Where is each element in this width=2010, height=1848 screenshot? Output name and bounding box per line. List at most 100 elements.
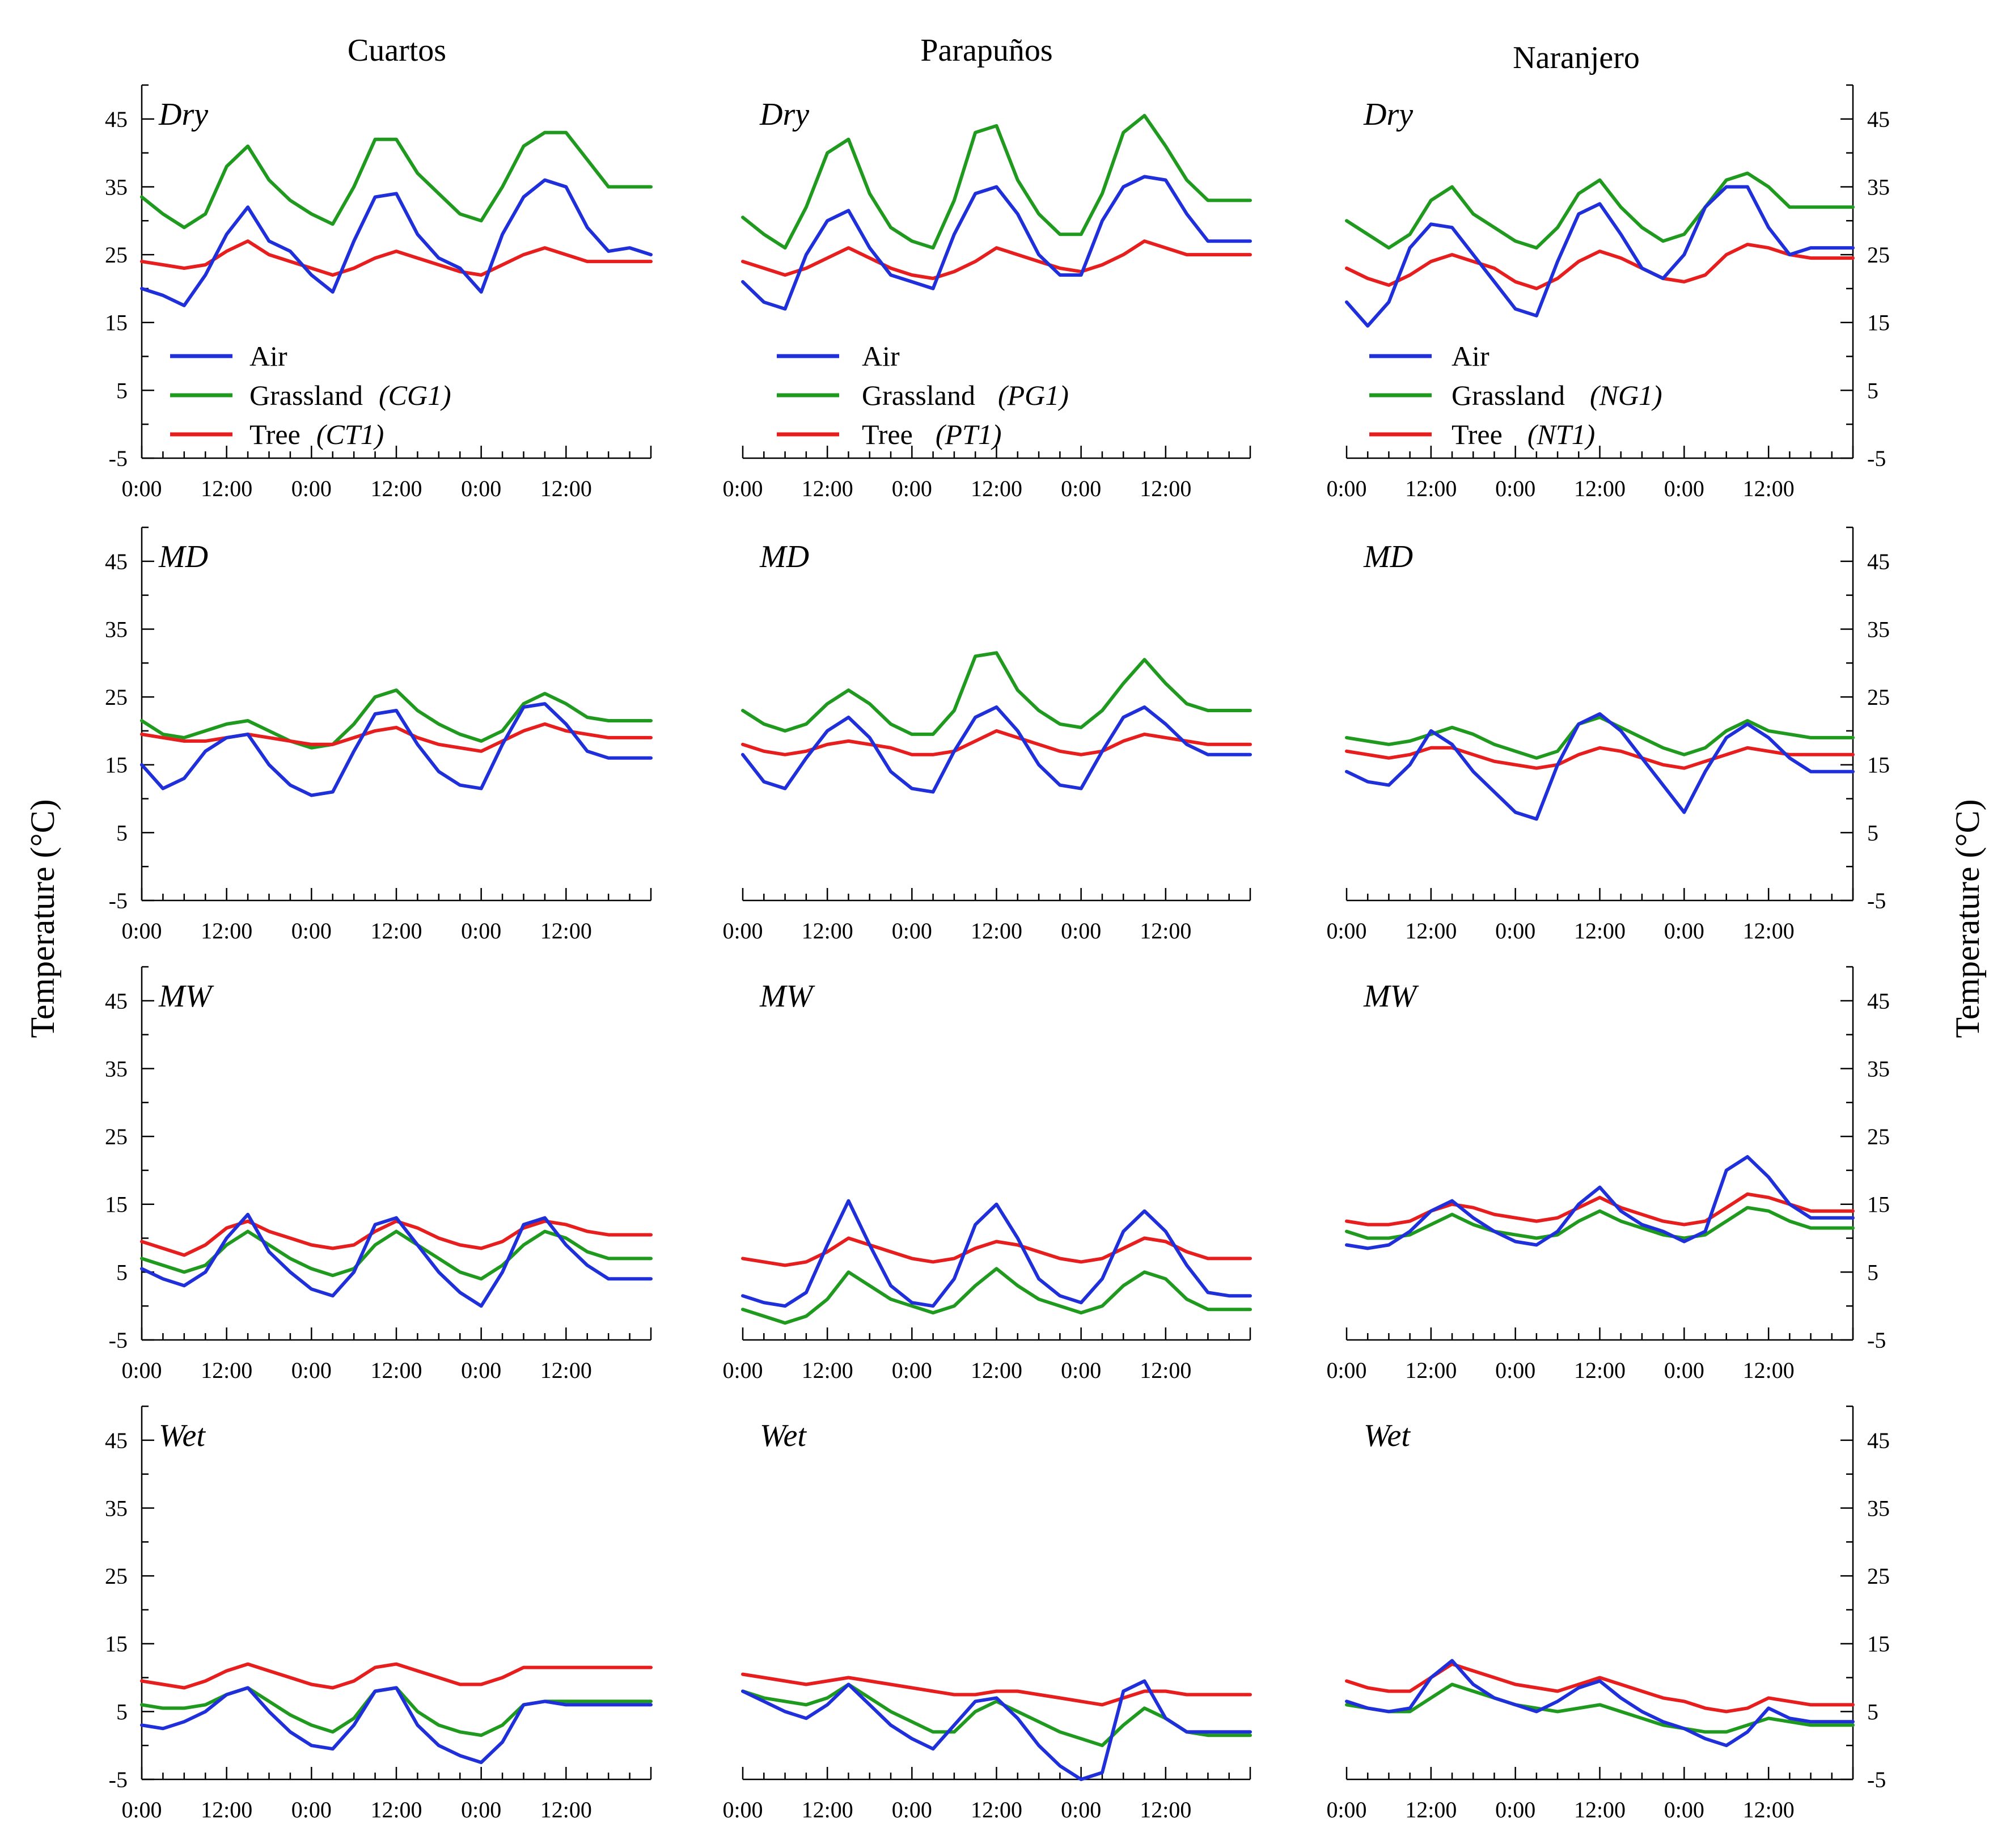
panel-naranjero-md: 0:00 12:00 0:00 12:00 0:00 12:00 45 35 25 15 5 -5 MD xyxy=(1326,526,1890,944)
x-tick-label: 12:00 xyxy=(971,476,1022,501)
x-tick-label: 12:00 xyxy=(540,918,592,944)
season-label: Dry xyxy=(158,97,208,132)
y-tick-label: -5 xyxy=(1867,446,1886,471)
y-tick-label: 15 xyxy=(1867,310,1890,336)
x-tick-label: 0:00 xyxy=(461,1797,501,1822)
x-tick-label: 0:00 xyxy=(461,918,501,944)
legend-grassland-name: Grassland xyxy=(862,379,975,411)
x-tick-label: 0:00 xyxy=(1495,1358,1535,1383)
series-line-air xyxy=(741,175,1252,311)
x-tick-label: 12:00 xyxy=(1140,1358,1191,1383)
series-line-air xyxy=(1345,185,1855,328)
series-line-tree xyxy=(1345,243,1855,290)
series-line-grassland xyxy=(140,130,653,230)
x-tick-label: 0:00 xyxy=(291,476,332,501)
x-tick-label: 12:00 xyxy=(1574,476,1626,501)
series-line-tree xyxy=(741,239,1252,280)
series-line-grassland xyxy=(140,1686,653,1737)
y-tick-label: 15 xyxy=(105,310,128,336)
season-label: MD xyxy=(158,539,208,574)
y-tick-label: 25 xyxy=(1867,1563,1890,1589)
season-label: Dry xyxy=(759,97,809,132)
x-tick-label: 0:00 xyxy=(1495,476,1535,501)
series-line-air xyxy=(741,705,1252,794)
legend-grassland-name: Grassland xyxy=(249,379,363,411)
site-title-parapunos: Parapuños xyxy=(920,33,1052,68)
y-tick-label: 35 xyxy=(105,174,128,200)
x-tick-label: 0:00 xyxy=(121,1797,162,1822)
panel-cuartos-md: 0:00 12:00 0:00 12:00 0:00 12:00 45 35 25 15 5 -5 MD xyxy=(105,526,653,944)
series-line-grassland xyxy=(741,651,1252,736)
x-tick-label: 0:00 xyxy=(1061,1797,1101,1822)
panel-parapuos-dry: 0:00 12:00 0:00 12:00 0:00 12:00 Dry xyxy=(722,97,1252,501)
x-tick-label: 12:00 xyxy=(802,1358,853,1383)
y-tick-label: 15 xyxy=(1867,1631,1890,1657)
x-tick-label: 0:00 xyxy=(291,918,332,944)
x-tick-label: 0:00 xyxy=(1664,1797,1704,1822)
legend-tree-name: Tree xyxy=(1452,418,1503,450)
panel-parapuos-wet: 0:00 12:00 0:00 12:00 0:00 12:00 Wet xyxy=(722,1418,1252,1822)
site-title-naranjero: Naranjero xyxy=(1513,40,1640,75)
panel-parapuos-md: 0:00 12:00 0:00 12:00 0:00 12:00 MD xyxy=(722,539,1252,944)
season-label: Wet xyxy=(1364,1418,1411,1453)
y-tick-label: 35 xyxy=(1867,174,1890,200)
legend-label-tree: Tree (NT1) xyxy=(1452,418,1595,450)
series-line-grassland xyxy=(1345,171,1855,250)
series-line-grassland xyxy=(140,688,653,750)
season-label: Wet xyxy=(159,1418,206,1453)
y-tick-label: 35 xyxy=(1867,616,1890,642)
season-label: Dry xyxy=(1363,97,1413,132)
x-tick-label: 12:00 xyxy=(1140,476,1191,501)
series-line-air xyxy=(1345,1155,1855,1250)
y-tick-label: 5 xyxy=(116,1259,128,1285)
panel-grid: 0:00 12:00 0:00 12:00 0:00 12:00 45 35 25 15 5 -5 Dr… xyxy=(105,84,1890,1822)
x-tick-label: 0:00 xyxy=(461,476,501,501)
y-tick-label: -5 xyxy=(109,1767,128,1792)
x-tick-label: 12:00 xyxy=(1405,1358,1457,1383)
x-tick-label: 0:00 xyxy=(892,476,932,501)
x-tick-label: 12:00 xyxy=(971,918,1022,944)
legend-code-ng1: (NG1) xyxy=(1590,379,1662,411)
x-tick-label: 0:00 xyxy=(1326,1797,1366,1822)
x-tick-label: 0:00 xyxy=(1326,476,1366,501)
y-tick-label: 15 xyxy=(105,752,128,778)
y-tick-label: 45 xyxy=(1867,107,1890,132)
x-tick-label: 12:00 xyxy=(201,1797,252,1822)
x-tick-label: 12:00 xyxy=(1405,1797,1457,1822)
x-tick-label: 0:00 xyxy=(121,1358,162,1383)
x-tick-label: 0:00 xyxy=(892,1358,932,1383)
legend-label-grassland: Grassland (PG1) xyxy=(862,379,1069,411)
series-line-air xyxy=(741,1199,1252,1308)
y-tick-label: 25 xyxy=(1867,1124,1890,1149)
x-tick-label: 0:00 xyxy=(1664,1358,1704,1383)
series-line-grassland xyxy=(741,113,1252,250)
x-tick-label: 0:00 xyxy=(892,918,932,944)
panel-cuartos-dry: 0:00 12:00 0:00 12:00 0:00 12:00 45 35 25 15 5 -5 Dr… xyxy=(105,84,653,501)
x-tick-label: 12:00 xyxy=(802,918,853,944)
legend-label-grassland: Grassland (CG1) xyxy=(249,379,451,411)
x-tick-label: 0:00 xyxy=(291,1358,332,1383)
x-tick-label: 0:00 xyxy=(1061,1358,1101,1383)
panel-parapuos-mw: 0:00 12:00 0:00 12:00 0:00 12:00 MW xyxy=(722,979,1252,1383)
y-tick-label: 35 xyxy=(105,616,128,642)
series-line-air xyxy=(1345,712,1855,821)
legend-label-air: Air xyxy=(249,340,287,372)
x-tick-label: 0:00 xyxy=(1326,1358,1366,1383)
legend-label-grassland: Grassland (NG1) xyxy=(1452,379,1662,411)
y-tick-label: 5 xyxy=(1867,820,1878,845)
y-tick-label: 15 xyxy=(105,1192,128,1217)
legend-grassland-name: Grassland xyxy=(1452,379,1565,411)
x-tick-label: 12:00 xyxy=(1405,918,1457,944)
y-tick-label: -5 xyxy=(1867,1767,1886,1792)
series-line-air xyxy=(741,1679,1252,1781)
x-tick-label: 0:00 xyxy=(1495,918,1535,944)
y-tick-label: 15 xyxy=(1867,752,1890,778)
legend-cuartos: Air Grassland (CG1) Tree (CT1) xyxy=(170,340,451,450)
y-tick-label: 5 xyxy=(1867,1259,1878,1285)
y-tick-label: 45 xyxy=(1867,549,1890,574)
legend-naranjero: Air Grassland (NG1) Tree (NT1) xyxy=(1369,340,1662,450)
y-tick-label: 5 xyxy=(116,1699,128,1724)
x-tick-label: 0:00 xyxy=(1061,918,1101,944)
x-tick-label: 12:00 xyxy=(201,476,252,501)
x-tick-label: 0:00 xyxy=(722,1797,763,1822)
